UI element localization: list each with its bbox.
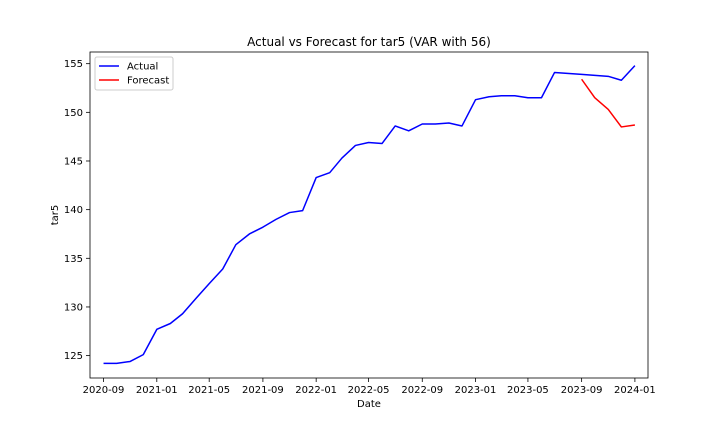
plot-area [103, 65, 636, 365]
x-tick-label: 2023-05 [507, 385, 549, 396]
y-axis-label: tar5 [50, 205, 61, 226]
series-line-actual [103, 65, 636, 365]
x-tick-label: 2021-09 [242, 385, 284, 396]
y-tick-label: 125 [64, 351, 83, 362]
x-axis-label: Date [357, 399, 381, 410]
x-tick-label: 2022-01 [295, 385, 337, 396]
y-tick-label: 135 [64, 254, 83, 265]
x-tick-label: 2023-09 [561, 385, 603, 396]
axes-frame [89, 51, 649, 379]
x-tick-label: 2021-01 [136, 385, 178, 396]
x-tick-label: 2021-05 [188, 385, 230, 396]
y-tick-label: 150 [64, 108, 83, 119]
x-tick-label: 2020-09 [83, 385, 125, 396]
x-tick-label: 2023-01 [455, 385, 497, 396]
x-tick-label: 2024-01 [614, 385, 656, 396]
chart-title: Actual vs Forecast for tar5 (VAR with 56… [247, 35, 491, 49]
x-tick-label: 2022-09 [401, 385, 443, 396]
x-tick-label: 2022-05 [348, 385, 390, 396]
x-axis: 2020-09 2021-01 2021-05 2021-09 2022-01 2022-… [83, 378, 656, 396]
y-axis: 125 130 135 140 145 150 155 [64, 59, 90, 362]
y-tick-label: 145 [64, 156, 83, 167]
legend-label-actual: Actual [127, 62, 158, 73]
legend: Actual Forecast [94, 56, 174, 91]
y-tick-label: 130 [64, 302, 83, 313]
y-tick-label: 155 [64, 59, 83, 70]
legend-label-forecast: Forecast [127, 76, 169, 87]
series-line-forecast [581, 78, 636, 128]
y-tick-label: 140 [64, 205, 83, 216]
